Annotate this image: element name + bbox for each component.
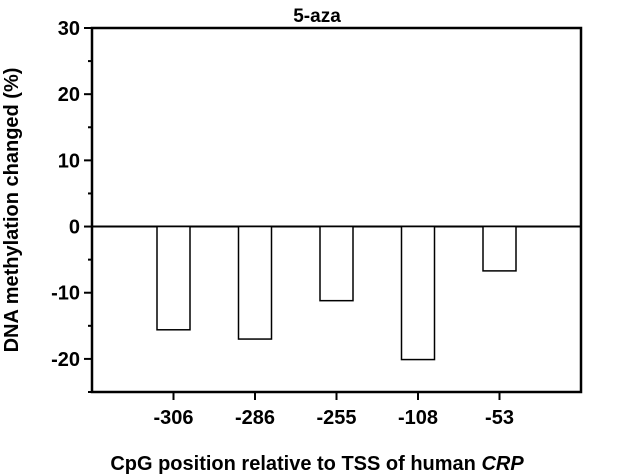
- bar--53: [482, 225, 517, 272]
- y-tick-label: -10: [51, 283, 80, 305]
- y-tick-label: 0: [69, 217, 80, 239]
- x-tick-label: -255: [316, 407, 356, 429]
- y-tick-label: 10: [58, 150, 80, 172]
- x-tick-label: -108: [398, 407, 438, 429]
- bar--255: [319, 225, 354, 302]
- chart-title: 5-aza: [293, 6, 341, 27]
- x-axis-label-italic: CRP: [481, 453, 524, 475]
- x-tick-label: -306: [153, 407, 193, 429]
- y-tick-label: -20: [51, 349, 80, 371]
- y-axis-label: DNA methylation changed (%): [1, 68, 23, 353]
- y-tick-label: 30: [58, 18, 80, 40]
- plot-frame: [90, 26, 583, 394]
- bar--306: [156, 225, 191, 331]
- x-axis-label: CpG position relative to TSS of human CR…: [110, 453, 524, 475]
- x-tick-label: -53: [485, 407, 514, 429]
- bar--108: [400, 225, 436, 361]
- y-tick-label: 20: [58, 84, 80, 106]
- x-axis-label-text: CpG position relative to TSS of human: [110, 453, 481, 475]
- x-tick-label: -286: [235, 407, 275, 429]
- bar--286: [237, 225, 273, 340]
